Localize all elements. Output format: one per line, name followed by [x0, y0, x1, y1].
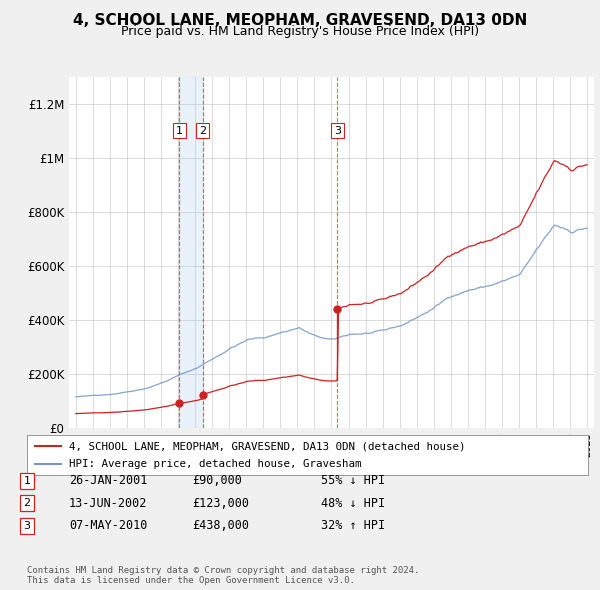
Text: 48% ↓ HPI: 48% ↓ HPI: [321, 497, 385, 510]
Text: 07-MAY-2010: 07-MAY-2010: [69, 519, 148, 532]
Text: £123,000: £123,000: [192, 497, 249, 510]
Text: Contains HM Land Registry data © Crown copyright and database right 2024.
This d: Contains HM Land Registry data © Crown c…: [27, 566, 419, 585]
Bar: [179, 77, 203, 428]
Text: HPI: Average price, detached house, Gravesham: HPI: Average price, detached house, Grav…: [69, 458, 362, 468]
Text: £90,000: £90,000: [192, 474, 242, 487]
Text: 55% ↓ HPI: 55% ↓ HPI: [321, 474, 385, 487]
Text: 26-JAN-2001: 26-JAN-2001: [69, 474, 148, 487]
Text: 2: 2: [23, 499, 31, 508]
Text: 32% ↑ HPI: 32% ↑ HPI: [321, 519, 385, 532]
Text: £438,000: £438,000: [192, 519, 249, 532]
Text: 1: 1: [23, 476, 31, 486]
Text: 3: 3: [23, 521, 31, 530]
Text: 1: 1: [176, 126, 183, 136]
Text: 13-JUN-2002: 13-JUN-2002: [69, 497, 148, 510]
Text: 4, SCHOOL LANE, MEOPHAM, GRAVESEND, DA13 0DN: 4, SCHOOL LANE, MEOPHAM, GRAVESEND, DA13…: [73, 13, 527, 28]
Text: 3: 3: [334, 126, 341, 136]
Text: Price paid vs. HM Land Registry's House Price Index (HPI): Price paid vs. HM Land Registry's House …: [121, 25, 479, 38]
Text: 2: 2: [199, 126, 206, 136]
Text: 4, SCHOOL LANE, MEOPHAM, GRAVESEND, DA13 0DN (detached house): 4, SCHOOL LANE, MEOPHAM, GRAVESEND, DA13…: [69, 441, 466, 451]
